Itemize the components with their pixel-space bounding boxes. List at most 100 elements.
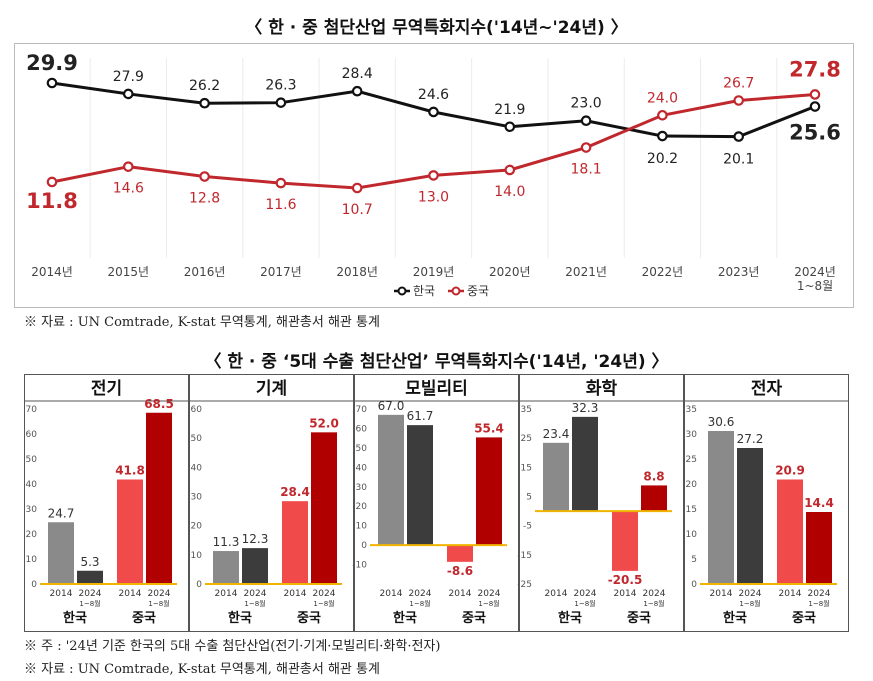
- data-point: [580, 115, 592, 127]
- x-year-sublabel: 1~8월: [643, 599, 664, 608]
- y-tick-label: 0: [691, 580, 697, 590]
- panel-title: 화학: [586, 379, 618, 399]
- data-point: [351, 182, 363, 194]
- bar-value-label: 32.3: [572, 401, 599, 415]
- x-tick-label: 2020년: [489, 265, 531, 279]
- bar: [572, 416, 598, 512]
- x-year-label: 2024: [79, 589, 102, 599]
- x-year-label: 2024: [643, 589, 666, 599]
- x-year-label: 2024: [478, 589, 501, 599]
- bottom-source-note: ※ 자료 : UN Comtrade, K-stat 무역통계, 해관총서 해관…: [24, 662, 380, 677]
- data-point: [733, 131, 744, 142]
- y-tick-label: 20: [356, 502, 368, 512]
- top-chart-title: 〈 한 · 중 첨단산업 무역특화지수('14년~'24년) 〉: [245, 18, 628, 38]
- group-label-china: 중국: [462, 611, 486, 626]
- data-label: 20.2: [647, 151, 678, 167]
- data-label: 14.0: [494, 184, 525, 200]
- data-point: [123, 161, 134, 172]
- group-label-china: 중국: [627, 611, 651, 626]
- bar-panel: 모빌리티 -10 0 10 20 30 40 50 60 70 67.061.7 -8.6 55.4 20…: [352, 374, 519, 632]
- y-tick-label: 10: [26, 555, 38, 565]
- bar-value-label: 67.0: [378, 399, 405, 413]
- y-tick-label: -5: [523, 522, 532, 532]
- x-year-sublabel: 1~8월: [313, 599, 334, 608]
- bar: [282, 501, 308, 584]
- bar: [77, 570, 103, 584]
- bar: [242, 548, 268, 584]
- y-tick-label: 25: [521, 434, 532, 444]
- bar: [48, 522, 74, 584]
- data-label: 20.1: [723, 152, 754, 168]
- bar-value-label: -8.6: [447, 564, 473, 578]
- y-tick-label: 20: [26, 530, 38, 540]
- y-tick-label: 15: [521, 463, 532, 473]
- x-tick-label: 2023년: [718, 265, 760, 279]
- bar-value-label: 61.7: [407, 409, 434, 423]
- data-label: 26.3: [265, 78, 296, 94]
- bar-value-label: 41.8: [115, 464, 145, 478]
- legend-marker: [397, 286, 407, 296]
- data-point: [199, 97, 210, 109]
- data-point: [123, 88, 134, 100]
- bar-value-label: 5.3: [80, 555, 99, 569]
- group-label-korea: 한국: [393, 610, 417, 626]
- bar-value-label: 30.6: [708, 415, 735, 429]
- data-label: 26.2: [189, 78, 220, 94]
- bar-panel: 화학 -25 -15 -5 5 15 25 35 23.432.3 -20.5 8.8 2014 202…: [517, 374, 684, 632]
- data-point: [657, 130, 668, 142]
- x-year-label: 2014: [614, 589, 637, 599]
- x-year-sublabel: 1~8월: [739, 599, 760, 608]
- y-tick-label: 5: [526, 493, 532, 503]
- data-label: 27.8: [789, 57, 841, 81]
- data-label: 28.4: [342, 66, 373, 82]
- x-year-label: 2024: [244, 589, 267, 599]
- y-tick-label: -10: [352, 561, 367, 571]
- data-point: [428, 170, 439, 181]
- data-point: [428, 106, 439, 118]
- y-tick-label: 25: [686, 455, 697, 465]
- data-label: 14.6: [113, 181, 144, 197]
- y-tick-label: 0: [361, 541, 367, 551]
- y-tick-label: 30: [686, 430, 698, 440]
- y-tick-label: 5: [691, 555, 697, 565]
- data-point: [809, 101, 821, 112]
- panel-frame: [684, 374, 849, 632]
- bar: [311, 432, 337, 584]
- group-label-korea: 한국: [63, 610, 87, 626]
- x-year-label: 2014: [779, 589, 802, 599]
- y-tick-label: 20: [191, 522, 203, 532]
- y-tick-label: 40: [356, 463, 368, 473]
- group-label-china: 중국: [132, 611, 156, 626]
- x-year-label: 2024: [409, 589, 432, 599]
- legend-label: 한국: [413, 284, 435, 298]
- bar: [146, 412, 172, 584]
- x-year-label: 2024: [148, 589, 171, 599]
- x-tick-sublabel: 1~8월: [797, 279, 833, 293]
- x-tick-label: 2024년: [794, 265, 836, 279]
- bar-value-label: 11.3: [213, 535, 240, 549]
- data-point: [657, 109, 668, 121]
- panel-title: 기계: [256, 379, 287, 399]
- bar: [737, 448, 763, 584]
- data-label: 11.6: [265, 197, 296, 213]
- y-tick-label: 30: [191, 493, 203, 503]
- data-point: [275, 97, 287, 108]
- data-point: [351, 85, 363, 97]
- data-point: [275, 177, 287, 189]
- data-point: [809, 89, 821, 100]
- data-label: 18.1: [571, 162, 602, 178]
- data-point: [580, 142, 592, 153]
- y-tick-label: 60: [191, 405, 203, 415]
- x-year-label: 2014: [50, 589, 73, 599]
- x-year-label: 2024: [574, 589, 597, 599]
- x-year-sublabel: 1~8월: [79, 599, 100, 608]
- data-label: 11.8: [26, 189, 78, 213]
- y-tick-label: 50: [356, 444, 368, 454]
- data-label: 12.8: [189, 191, 220, 207]
- data-label: 25.6: [789, 121, 841, 145]
- y-tick-label: -15: [517, 551, 532, 561]
- y-tick-label: 30: [26, 505, 38, 515]
- group-label-korea: 한국: [723, 610, 747, 626]
